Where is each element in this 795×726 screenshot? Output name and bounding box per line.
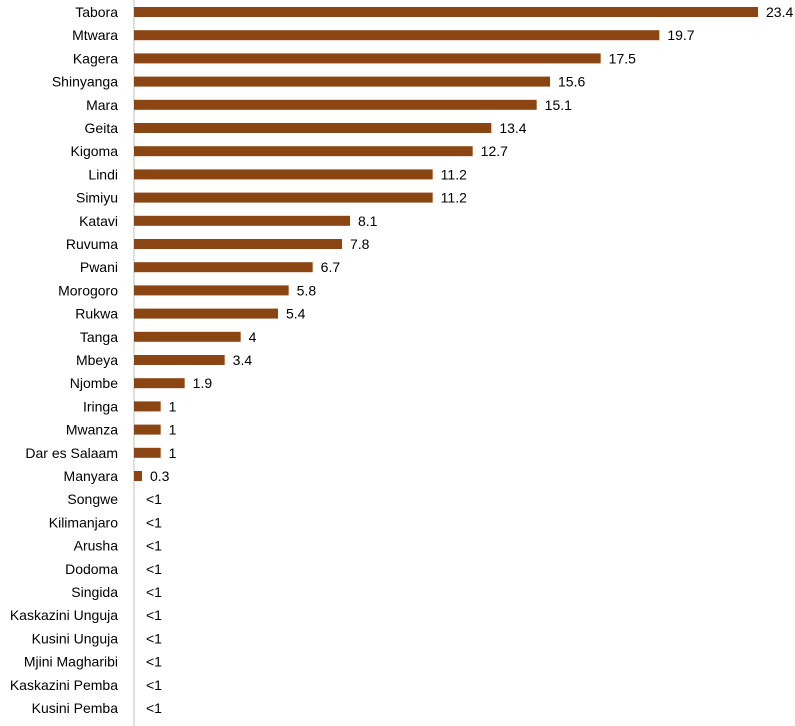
category-label: Singida (71, 584, 118, 600)
value-label: 15.6 (558, 74, 585, 90)
value-label: <1 (146, 538, 162, 554)
value-label: <1 (146, 514, 162, 530)
bar (134, 192, 433, 203)
value-label: 17.5 (609, 50, 636, 66)
bar (134, 7, 758, 17)
value-label: 11.2 (441, 190, 467, 206)
value-label: 19.7 (667, 27, 694, 43)
value-label: 5.8 (297, 282, 317, 298)
category-label: Morogoro (58, 282, 118, 298)
value-label: <1 (146, 630, 162, 646)
category-label: Lindi (88, 166, 118, 182)
category-label: Arusha (74, 538, 119, 554)
value-label: 1 (169, 445, 177, 461)
value-label: <1 (146, 654, 162, 670)
category-label: Mwanza (66, 422, 118, 438)
bar (134, 146, 473, 157)
category-label: Kilimanjaro (49, 514, 118, 530)
bar (134, 262, 313, 273)
value-label: 7.8 (350, 236, 370, 252)
value-label: 5.4 (286, 306, 306, 322)
bar (134, 215, 350, 226)
category-label: Manyara (64, 468, 119, 484)
bar (134, 471, 142, 481)
bar (134, 401, 161, 412)
value-label: 12.7 (481, 143, 508, 159)
category-label: Shinyanga (52, 74, 118, 90)
bar (134, 331, 241, 342)
category-label: Mara (86, 97, 118, 113)
value-label: <1 (146, 700, 162, 716)
category-label: Dar es Salaam (25, 445, 118, 461)
category-label: Tanga (80, 329, 118, 345)
category-label: Kusini Pemba (32, 700, 119, 716)
value-label: 1.9 (193, 375, 213, 391)
category-label: Mjini Magharibi (24, 654, 118, 670)
bar (134, 53, 601, 64)
bar (134, 99, 537, 110)
value-label: 13.4 (499, 120, 526, 136)
category-label: Rukwa (75, 306, 118, 322)
value-label: <1 (146, 584, 162, 600)
value-label: 1 (169, 422, 177, 438)
value-label: <1 (146, 677, 162, 693)
value-label: <1 (146, 491, 162, 507)
value-label: <1 (146, 607, 162, 623)
value-label: 6.7 (321, 259, 341, 275)
category-label: Ruvuma (66, 236, 118, 252)
category-label: Dodoma (65, 561, 118, 577)
category-label: Kaskazini Pemba (10, 677, 118, 693)
category-label: Mbeya (76, 352, 118, 368)
bar (134, 378, 185, 389)
category-label: Iringa (83, 398, 118, 414)
category-label: Kusini Unguja (32, 630, 119, 646)
value-label: 23.4 (766, 4, 793, 20)
bar (134, 30, 660, 41)
value-label: 4 (249, 329, 257, 345)
bar (134, 123, 492, 133)
value-label: 3.4 (233, 352, 253, 368)
value-label: <1 (146, 561, 162, 577)
bar (134, 76, 550, 87)
category-label: Mtwara (72, 27, 118, 43)
category-label: Simiyu (76, 190, 118, 206)
value-label: 1 (169, 398, 177, 414)
category-label: Njombe (70, 375, 118, 391)
category-label: Kaskazini Unguja (10, 607, 118, 623)
bar (134, 447, 161, 458)
bar (134, 424, 161, 435)
value-label: 0.3 (150, 468, 170, 484)
bar (134, 285, 289, 296)
category-label: Katavi (79, 213, 118, 229)
value-label: 8.1 (358, 213, 378, 229)
value-label: 15.1 (545, 97, 572, 113)
bar (134, 169, 433, 180)
bar (134, 239, 342, 249)
category-label: Geita (85, 120, 119, 136)
category-label: Songwe (67, 491, 118, 507)
bars-group: Tabora 23.4 Mtwara 19.7 Kagera 17.5 Shinyanga 1… (10, 4, 794, 716)
bar (134, 355, 225, 365)
category-label: Pwani (80, 259, 118, 275)
value-label: 11.2 (441, 166, 467, 182)
bar (134, 308, 278, 319)
category-label: Tabora (75, 4, 118, 20)
category-label: Kigoma (71, 143, 119, 159)
category-label: Kagera (73, 50, 118, 66)
